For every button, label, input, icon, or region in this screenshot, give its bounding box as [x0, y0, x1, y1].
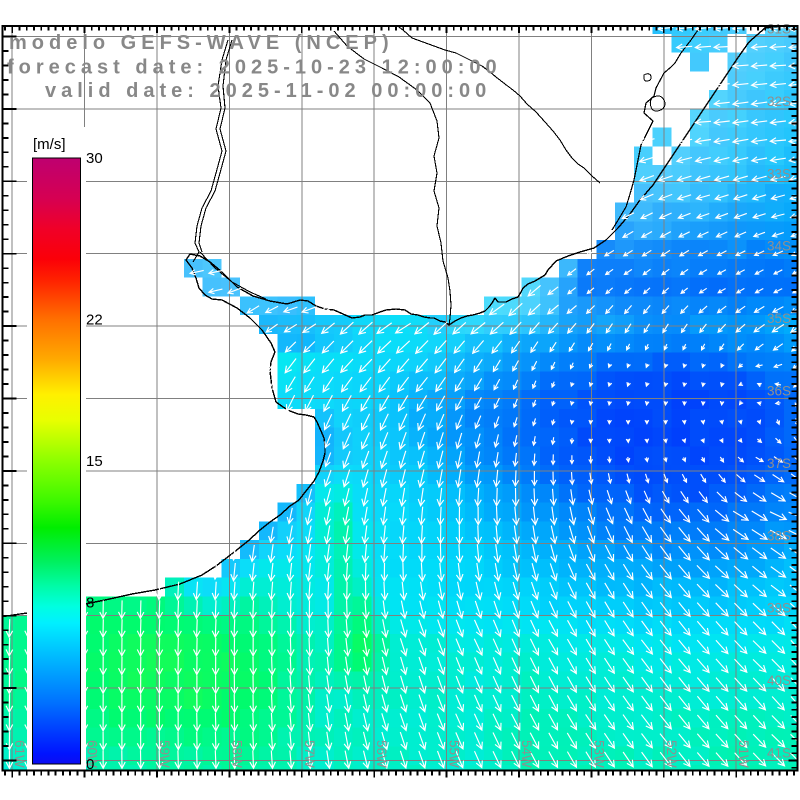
svg-text:57W: 57W	[302, 740, 317, 768]
svg-text:38S: 38S	[767, 528, 791, 543]
svg-text:34S: 34S	[767, 239, 791, 254]
svg-text:58W: 58W	[229, 740, 244, 768]
svg-text:56W: 56W	[374, 740, 389, 768]
svg-text:60W: 60W	[85, 740, 100, 768]
svg-text:61W: 61W	[12, 740, 27, 768]
svg-text:53W: 53W	[591, 740, 606, 768]
svg-text:36S: 36S	[767, 384, 791, 399]
svg-text:22: 22	[86, 312, 103, 329]
svg-text:30: 30	[86, 150, 103, 167]
svg-text:35S: 35S	[767, 311, 791, 326]
svg-text:forecast date: 2025-10-23 12:0: forecast date: 2025-10-23 12:00:00	[7, 57, 502, 79]
svg-text:55W: 55W	[447, 740, 462, 768]
svg-text:51W: 51W	[736, 740, 751, 768]
svg-text:54W: 54W	[519, 740, 534, 768]
svg-text:valid date: 2025-11-02 00:00:0: valid date: 2025-11-02 00:00:00	[45, 80, 491, 102]
svg-text:40S: 40S	[767, 673, 791, 688]
svg-text:39S: 39S	[767, 601, 791, 616]
svg-text:41S: 41S	[767, 746, 791, 761]
svg-text:52W: 52W	[664, 740, 679, 768]
svg-text:32S: 32S	[767, 94, 791, 109]
svg-text:37S: 37S	[767, 456, 791, 471]
svg-text:0: 0	[86, 756, 94, 773]
svg-text:15: 15	[86, 453, 103, 470]
svg-text:33S: 33S	[767, 166, 791, 181]
svg-text:modelo GEFS-WAVE (NCEP): modelo GEFS-WAVE (NCEP)	[9, 32, 394, 54]
svg-text:[m/s]: [m/s]	[33, 136, 66, 153]
svg-text:59W: 59W	[157, 740, 172, 768]
svg-text:8: 8	[86, 594, 94, 611]
